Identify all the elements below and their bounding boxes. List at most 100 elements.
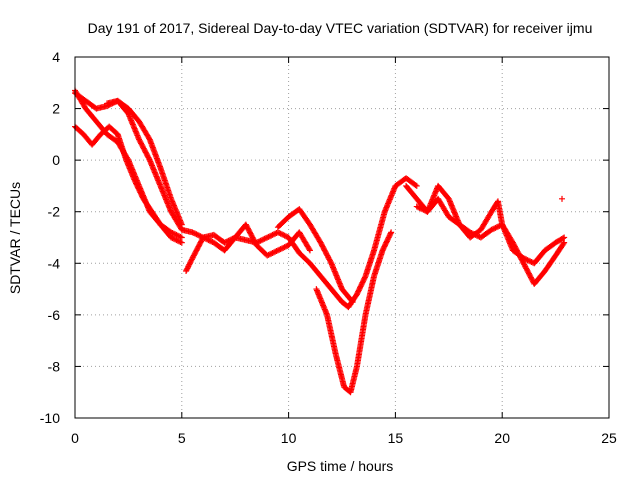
data-point bbox=[177, 239, 184, 246]
data-point bbox=[274, 229, 281, 236]
data-point bbox=[559, 235, 566, 242]
data-point bbox=[327, 258, 334, 265]
data-point bbox=[272, 230, 279, 237]
data-point bbox=[170, 235, 177, 242]
data-point bbox=[277, 246, 284, 253]
data-point bbox=[172, 231, 179, 238]
data-point bbox=[488, 226, 495, 233]
data-point bbox=[145, 135, 152, 142]
data-point bbox=[176, 238, 183, 245]
data-point bbox=[261, 235, 268, 242]
data-point bbox=[306, 246, 313, 253]
data-point bbox=[278, 231, 285, 238]
grid-layer bbox=[75, 57, 609, 418]
data-point bbox=[264, 234, 271, 241]
y-tick-label: -2 bbox=[48, 204, 61, 220]
y-tick-label: -10 bbox=[40, 410, 60, 426]
data-point bbox=[282, 233, 289, 240]
data-point bbox=[257, 237, 264, 244]
data-point bbox=[280, 244, 287, 251]
data-point bbox=[258, 237, 265, 244]
data-point bbox=[170, 230, 177, 237]
y-axis-label: SDTVAR / TECUs bbox=[7, 182, 23, 294]
data-point bbox=[282, 243, 289, 250]
data-point bbox=[277, 230, 284, 237]
data-point bbox=[521, 255, 528, 262]
data-point bbox=[525, 257, 532, 264]
data-point bbox=[489, 226, 496, 233]
data-point bbox=[266, 251, 273, 258]
data-point bbox=[204, 236, 211, 243]
data-point bbox=[273, 248, 280, 255]
data-point bbox=[270, 231, 277, 238]
data-point bbox=[416, 204, 423, 211]
data-point bbox=[262, 235, 269, 242]
y-tick-label: 4 bbox=[52, 49, 60, 65]
y-tick-label: 2 bbox=[52, 101, 60, 117]
data-point bbox=[189, 229, 196, 236]
data-point bbox=[281, 232, 288, 239]
data-point bbox=[169, 235, 176, 242]
data-point bbox=[491, 225, 498, 232]
data-point bbox=[177, 233, 184, 240]
data-point bbox=[493, 224, 500, 231]
data-point bbox=[559, 195, 566, 202]
chart-title: Day 191 of 2017, Sidereal Day-to-day VTE… bbox=[88, 20, 593, 36]
data-point bbox=[561, 234, 568, 241]
x-tick-label: 20 bbox=[494, 430, 510, 446]
data-point bbox=[200, 234, 207, 241]
data-point bbox=[176, 233, 183, 240]
data-point bbox=[561, 239, 568, 246]
data-point bbox=[276, 229, 283, 236]
data-point bbox=[520, 255, 527, 262]
y-tick-label: -8 bbox=[48, 358, 61, 374]
data-point bbox=[196, 232, 203, 239]
data-point bbox=[268, 250, 275, 257]
data-point bbox=[280, 231, 287, 238]
data-point bbox=[527, 258, 534, 265]
data-point bbox=[270, 249, 277, 256]
data-point bbox=[178, 239, 185, 246]
data-point bbox=[306, 247, 313, 254]
data-point bbox=[168, 234, 175, 241]
data-point bbox=[168, 229, 175, 236]
data-point bbox=[417, 205, 424, 212]
data-point bbox=[265, 251, 272, 258]
data-point bbox=[388, 229, 395, 236]
data-point bbox=[174, 237, 181, 244]
y-tick-label: 0 bbox=[52, 152, 60, 168]
data-point bbox=[387, 230, 394, 237]
x-tick-label: 25 bbox=[601, 430, 617, 446]
x-tick-label: 10 bbox=[281, 430, 297, 446]
x-tick-label: 15 bbox=[388, 430, 404, 446]
data-point bbox=[492, 224, 499, 231]
data-point bbox=[190, 229, 197, 236]
ticks-layer: 0 5 10 15 20 25 -10 -8 -6 -4 -2 0 2 4 bbox=[40, 49, 617, 446]
data-point bbox=[264, 252, 271, 259]
data-point bbox=[192, 230, 199, 237]
data-point bbox=[274, 247, 281, 254]
data-point bbox=[205, 237, 212, 244]
x-tick-label: 0 bbox=[71, 430, 79, 446]
data-point bbox=[268, 232, 275, 239]
data-point bbox=[172, 236, 179, 243]
data-point bbox=[419, 206, 426, 213]
data-point bbox=[260, 236, 267, 243]
data-point bbox=[146, 155, 153, 162]
data-point bbox=[178, 234, 185, 241]
data-point bbox=[278, 245, 285, 252]
data-point bbox=[413, 203, 420, 210]
data-point bbox=[415, 204, 422, 211]
data-point bbox=[272, 248, 279, 255]
data-point bbox=[178, 221, 185, 228]
data-point bbox=[194, 231, 201, 238]
data-point bbox=[276, 246, 283, 253]
data-points-layer bbox=[72, 87, 568, 396]
data-point bbox=[173, 237, 180, 244]
data-point bbox=[201, 235, 208, 242]
y-tick-label: -6 bbox=[48, 307, 61, 323]
x-axis-label: GPS time / hours bbox=[287, 458, 394, 474]
data-point bbox=[281, 244, 288, 251]
data-point bbox=[208, 238, 215, 245]
